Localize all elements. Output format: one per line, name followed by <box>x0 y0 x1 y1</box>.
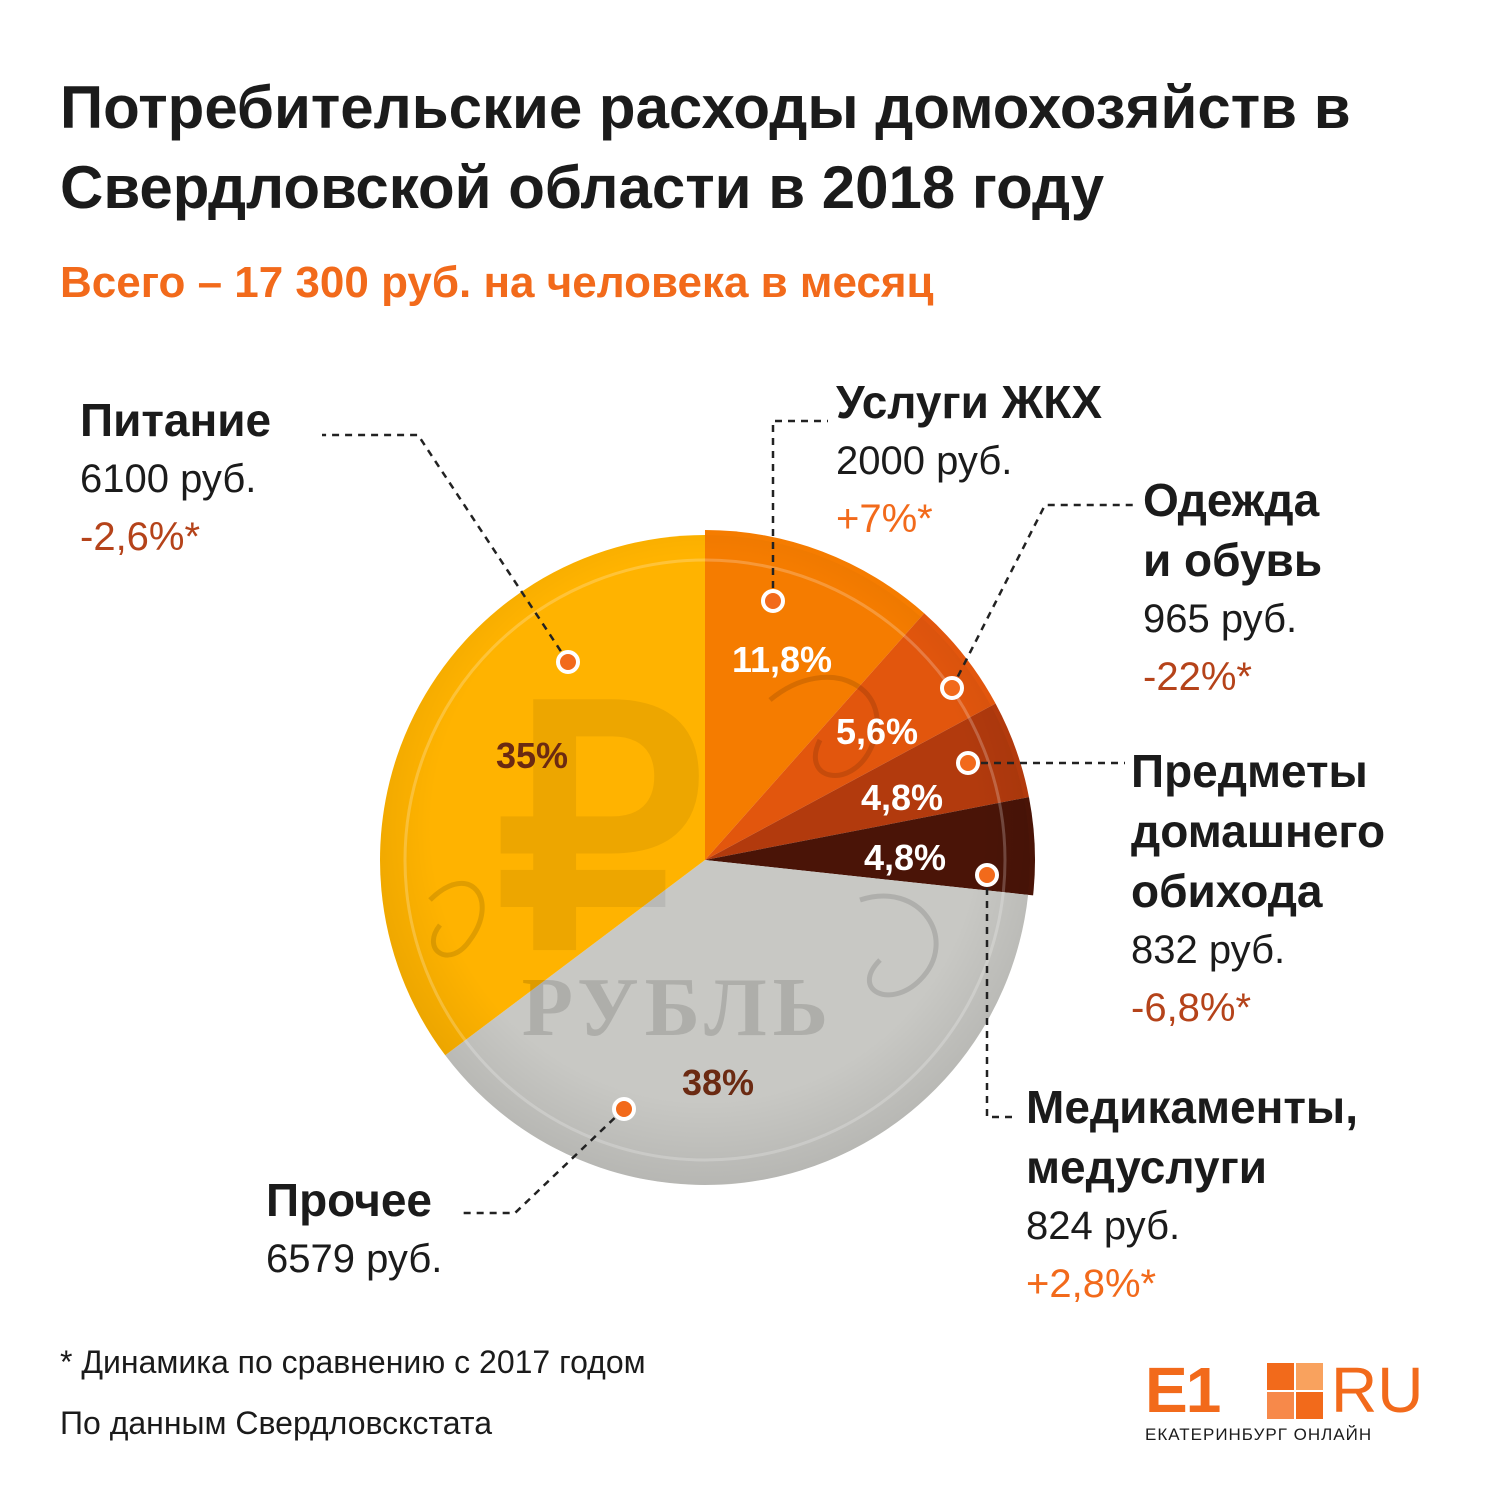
label-other-amount: 6579 руб. <box>266 1237 443 1281</box>
logo-e1-text: E1 <box>1145 1354 1221 1426</box>
leader-line-medicine <box>985 875 1018 1119</box>
label-household-name-2: домашнего <box>1131 805 1386 857</box>
logo-ru-text: RU <box>1331 1354 1424 1426</box>
total-subtitle: Всего – 17 300 руб. на человека в месяц <box>60 258 934 307</box>
label-medicine-name-1: Медикаменты, <box>1026 1081 1358 1133</box>
marker-housing <box>761 589 785 613</box>
label-clothes-name-2: и обувь <box>1143 534 1323 586</box>
label-clothes: Одежда и обувь 965 руб. -22%* <box>1143 470 1322 706</box>
label-other: Прочее 6579 руб. <box>266 1170 442 1288</box>
label-food-amount: 6100 руб. <box>80 457 257 501</box>
marker-household <box>956 751 980 775</box>
label-housing: Услуги ЖКХ 2000 руб. +7%* <box>836 372 1102 548</box>
e1-logo[interactable]: E1 RU ЕКАТЕРИНБУРГ ОНЛАЙН <box>1145 1355 1445 1450</box>
label-medicine: Медикаменты, медуслуги 824 руб. +2,8%* <box>1026 1077 1358 1313</box>
footnote: * Динамика по сравнению с 2017 годом <box>60 1344 646 1380</box>
label-food-change: -2,6%* <box>80 515 201 559</box>
leader-line-clothes <box>950 503 1133 689</box>
logo-city-text: ЕКАТЕРИНБУРГ ОНЛАЙН <box>1145 1425 1373 1444</box>
leader-lines <box>322 419 1133 1215</box>
percent-labels: 11,8%5,6% 4,8% 4,8% 38% 35% <box>496 639 946 1103</box>
percent-label-clothes: 5,6% <box>836 711 918 752</box>
leader-line-other <box>462 1108 625 1215</box>
marker-food <box>556 650 580 674</box>
label-housing-amount: 2000 руб. <box>836 439 1013 483</box>
label-household: Предметы домашнего обихода 832 руб. -6,8… <box>1131 741 1385 1037</box>
label-household-amount: 832 руб. <box>1131 928 1286 972</box>
label-household-change: -6,8%* <box>1131 986 1252 1030</box>
marker-clothes <box>940 676 964 700</box>
label-food: Питание 6100 руб. -2,6%* <box>80 390 271 566</box>
label-housing-name: Услуги ЖКХ <box>836 376 1103 428</box>
percent-label-other: 38% <box>682 1062 754 1103</box>
coin-ruble-symbol: ₽ <box>495 646 705 1015</box>
label-clothes-amount: 965 руб. <box>1143 597 1298 641</box>
label-medicine-amount: 824 руб. <box>1026 1204 1181 1248</box>
percent-label-food: 35% <box>496 735 568 776</box>
label-medicine-name-2: медуслуги <box>1026 1141 1268 1193</box>
marker-other <box>612 1097 636 1121</box>
label-medicine-change: +2,8%* <box>1026 1262 1157 1306</box>
logo-squares-icon <box>1267 1363 1323 1419</box>
label-housing-change: +7%* <box>836 497 933 541</box>
label-household-name-3: обихода <box>1131 865 1323 917</box>
percent-label-medicine: 4,8% <box>864 837 946 878</box>
markers <box>556 589 999 1121</box>
source-note: По данным Свердловскстата <box>60 1405 492 1441</box>
label-household-name-1: Предметы <box>1131 745 1368 797</box>
label-clothes-name-1: Одежда <box>1143 474 1320 526</box>
label-clothes-change: -22%* <box>1143 655 1252 699</box>
percent-label-housing: 11,8% <box>732 639 832 680</box>
percent-label-household: 4,8% <box>861 777 943 818</box>
marker-medicine <box>975 863 999 887</box>
label-other-name: Прочее <box>266 1174 432 1226</box>
page-title: Потребительские расходы домохозяйств в С… <box>60 74 1351 221</box>
coin-decoration <box>380 535 1030 1185</box>
label-food-name: Питание <box>80 394 272 446</box>
coin-label: РУБЛЬ <box>522 961 834 1054</box>
